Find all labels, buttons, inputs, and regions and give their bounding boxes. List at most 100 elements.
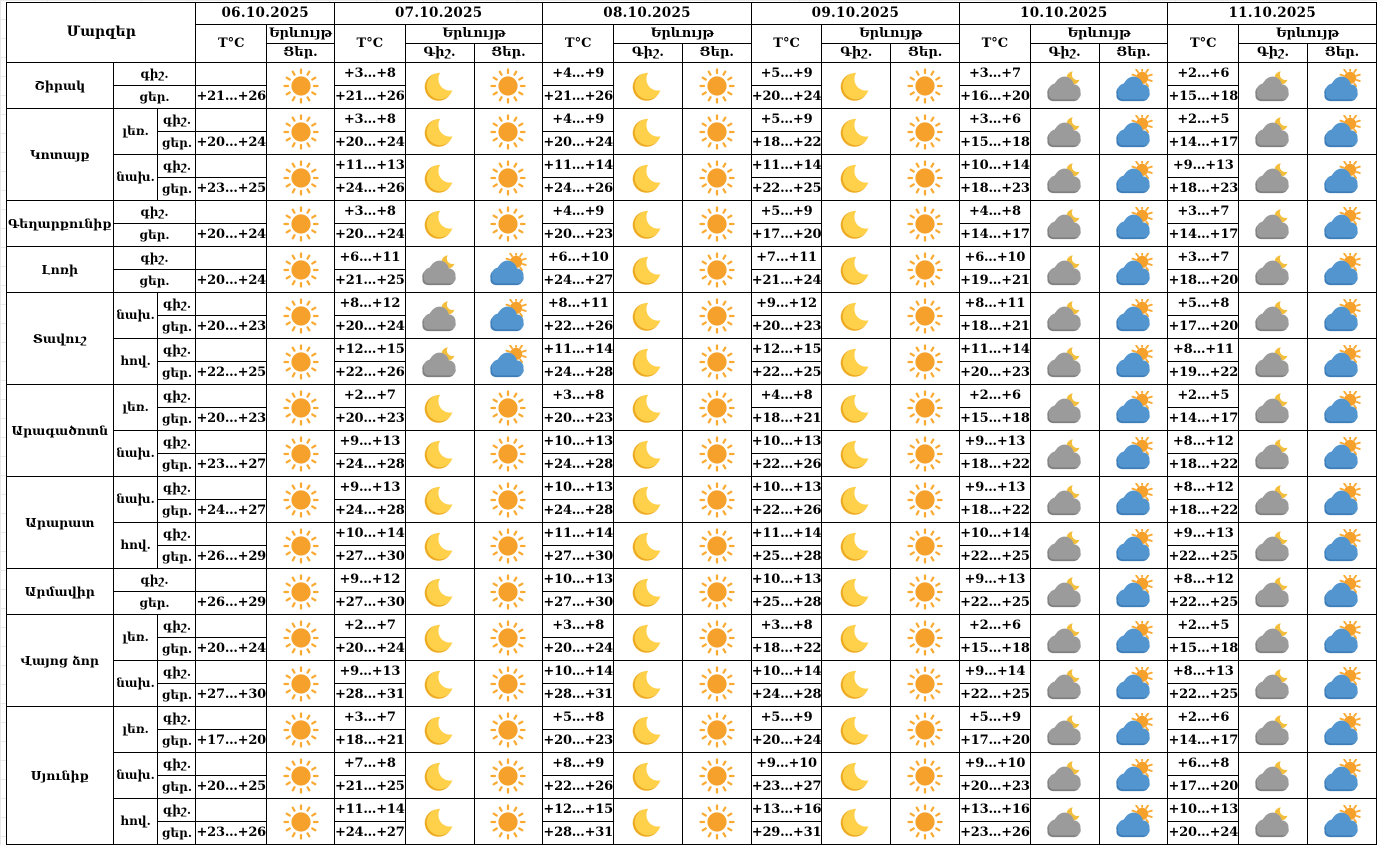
temp-header: T°C [1167, 24, 1240, 63]
night-temp-cell [195, 476, 268, 500]
moon-icon [823, 159, 890, 196]
night-row-label: գիշ. [157, 706, 197, 730]
night-temp-cell: +5…+9 [750, 108, 823, 132]
moon-icon [406, 67, 473, 104]
weather-icon-cell [821, 338, 892, 385]
day-temp-cell: +22…+26 [750, 499, 823, 523]
sun-icon [268, 343, 334, 381]
night-temp-cell [195, 614, 268, 638]
day-temp-cell: +22…+25 [1167, 545, 1240, 569]
weather-icon-cell [890, 200, 961, 247]
night-temp-cell: +3…+8 [334, 108, 406, 132]
date-header: 07.10.2025 [334, 2, 544, 25]
weather-icon-cell [266, 200, 336, 247]
night-temp-cell [195, 660, 268, 684]
sun-icon [683, 435, 750, 473]
night-temp-cell: +9…+10 [959, 752, 1031, 776]
region-name: Արմավիր [6, 568, 114, 615]
table-row: Արագածոտն լեռ. գիշ. +2…+7 +3…+8 +4…+8 +2…+6 +2…… [6, 384, 1377, 477]
sun-icon [892, 113, 959, 151]
moon-icon [823, 67, 890, 104]
cloud-sun-icon [1308, 713, 1375, 746]
day-temp-cell: +20…+24 [195, 131, 268, 155]
night-temp-cell: +2…+5 [1167, 384, 1240, 408]
weather-icon-cell [266, 798, 336, 845]
sun-icon [683, 343, 750, 381]
weather-icon-cell [266, 430, 336, 477]
weather-icon-cell [1306, 200, 1377, 247]
cloud-moon-icon [1240, 805, 1307, 838]
day-col-header: Ցեր. [681, 43, 752, 63]
day-temp-cell: +17…+20 [1167, 775, 1240, 799]
night-temp-cell: +12…+15 [334, 338, 406, 362]
weather-icon-cell [404, 476, 475, 523]
night-temp-cell: +8…+12 [1167, 568, 1240, 592]
weather-icon-cell [612, 430, 683, 477]
night-temp-cell: +2…+6 [959, 384, 1031, 408]
night-temp-cell: +9…+13 [959, 568, 1031, 592]
night-temp-cell: +11…+14 [750, 154, 823, 178]
moon-icon [406, 205, 473, 242]
day-temp-cell: +15…+18 [959, 407, 1031, 431]
day-temp-cell: +19…+22 [1167, 361, 1240, 385]
sun-icon [475, 757, 542, 795]
weather-icon-cell [404, 246, 475, 293]
weather-icon-cell [404, 522, 475, 569]
night-temp-cell: +3…+6 [959, 108, 1031, 132]
table-row: Կոտայք լեռ. գիշ. +3…+8 +4…+9 +5…+9 +3…+6 +2…+5 [6, 108, 1377, 201]
sun-icon [268, 757, 334, 795]
moon-icon [823, 205, 890, 242]
sun-icon [683, 159, 750, 197]
sun-icon [683, 67, 750, 105]
weather-icon-cell [266, 154, 336, 201]
cloud-moon-icon [1031, 299, 1098, 332]
temp-header: T°C [195, 24, 268, 63]
phenomenon-header: Երևույթ [404, 24, 544, 44]
weather-icon-cell [404, 798, 475, 845]
cloud-moon-icon [1240, 207, 1307, 240]
day-temp-cell: +18…+22 [1167, 453, 1240, 477]
night-temp-cell: +6…+10 [542, 246, 614, 270]
moon-icon [406, 573, 473, 610]
weather-icon-cell [266, 108, 336, 155]
weather-icon-cell [1238, 522, 1308, 569]
weather-icon-cell [404, 200, 475, 247]
weather-icon-cell [681, 798, 752, 845]
night-temp-cell [195, 200, 268, 224]
weather-icon-cell [612, 154, 683, 201]
weather-icon-cell [1306, 614, 1377, 661]
night-temp-cell: +8…+11 [1167, 338, 1240, 362]
cloud-sun-icon [475, 345, 542, 378]
temp-header: T°C [542, 24, 614, 63]
sun-icon [683, 205, 750, 243]
moon-icon [614, 711, 681, 748]
night-temp-cell: +5…+9 [959, 706, 1031, 730]
cloud-moon-icon [1240, 483, 1307, 516]
region-name: Վայոց ձոր [6, 614, 114, 707]
sun-icon [475, 435, 542, 473]
weather-icon-cell [473, 568, 544, 615]
day-col-header: Ցեր. [473, 43, 544, 63]
moon-icon [823, 389, 890, 426]
moon-icon [614, 757, 681, 794]
weather-icon-cell [681, 246, 752, 293]
cloud-sun-icon [1100, 345, 1167, 378]
cloud-moon-icon [1031, 483, 1098, 516]
day-temp-cell: +27…+30 [334, 591, 406, 615]
night-temp-cell: +6…+11 [334, 246, 406, 270]
weather-icon-cell [1098, 614, 1169, 661]
night-temp-cell [195, 568, 268, 592]
day-col-header: Ցեր. [1098, 43, 1169, 63]
weather-icon-cell [1238, 476, 1308, 523]
day-row-label: ցեր. [112, 223, 197, 247]
day-row-label: ցեր. [157, 177, 197, 201]
weather-icon-cell [1306, 154, 1377, 201]
cloud-moon-icon [406, 253, 473, 286]
weather-icon-cell [1098, 154, 1169, 201]
day-temp-cell: +23…+27 [750, 775, 823, 799]
day-col-header: Ցեր. [1306, 43, 1377, 63]
day-temp-cell: +20…+24 [334, 637, 406, 661]
zone-label: լեռ. [112, 384, 159, 431]
day-row-label: ցեր. [157, 729, 197, 753]
night-temp-cell: +2…+6 [959, 614, 1031, 638]
